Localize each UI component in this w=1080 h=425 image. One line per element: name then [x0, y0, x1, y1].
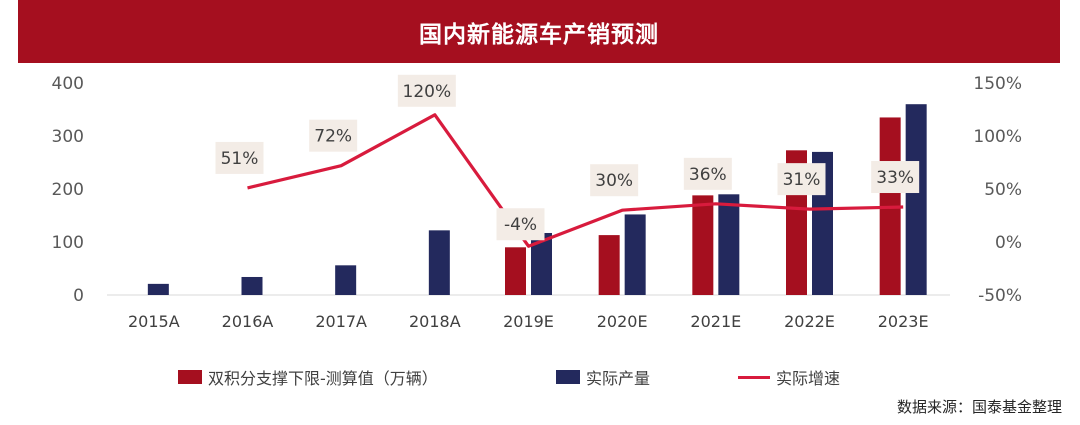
bar-production — [718, 194, 740, 295]
data-label-box — [871, 161, 920, 194]
title-bar: 国内新能源车产销预测 — [18, 0, 1060, 63]
x-axis-tick-label: 2016A — [222, 312, 274, 331]
data-label: -4% — [504, 215, 537, 235]
x-axis-tick-label: 2022E — [784, 312, 835, 331]
data-label: 33% — [876, 168, 914, 188]
data-label: 31% — [783, 170, 821, 190]
growth-line — [247, 113, 904, 248]
data-label-box — [777, 163, 826, 196]
bar-production — [428, 230, 450, 295]
right-axis-tick-label: 0% — [995, 233, 1022, 253]
bar-production — [335, 265, 357, 295]
data-label: 120% — [403, 82, 452, 102]
legend-item-production: 实际产量 — [556, 365, 650, 389]
legend-item-lower-limit: 双积分支撑下限-测算值（万辆） — [178, 365, 438, 389]
left-axis-tick-label: 300 — [52, 127, 84, 147]
right-axis-tick-label: 50% — [984, 180, 1022, 200]
left-axis-tick-label: 0 — [73, 286, 84, 306]
chart-title: 国内新能源车产销预测 — [419, 21, 659, 48]
legend-swatch-growth — [738, 375, 770, 379]
bar-production — [905, 104, 927, 295]
legend-label-production: 实际产量 — [586, 369, 651, 388]
bar-lower-limit — [505, 247, 526, 295]
legend-label-growth: 实际增速 — [776, 369, 841, 388]
right-axis-tick-label: -50% — [978, 286, 1022, 306]
legend-swatch-production — [556, 370, 580, 384]
x-axis-tick-label: 2015A — [128, 312, 180, 331]
data-label-box — [590, 164, 639, 197]
bar-lower-limit — [692, 195, 714, 295]
x-axis-tick-label: 2023E — [878, 312, 929, 331]
left-axis-tick-label: 200 — [52, 180, 84, 200]
legend-label-lower-limit: 双积分支撑下限-测算值（万辆） — [208, 369, 438, 388]
data-label-box — [683, 157, 732, 190]
chart: 0 100 200 300 400 -50% 0% 50% 100% 150% 2015A 2016A… — [52, 74, 1022, 331]
legend-swatch-lower-limit — [178, 370, 202, 384]
x-axis-tick-label: 2017A — [315, 312, 367, 331]
x-axis-tick-label: 2021E — [690, 312, 741, 331]
right-axis-tick-label: 100% — [973, 127, 1022, 147]
data-label-box — [397, 74, 456, 107]
bar-production — [531, 232, 552, 295]
source-note: 数据来源：国泰基金整理 — [896, 398, 1062, 416]
bar-lower-limit — [598, 235, 620, 295]
data-label: 72% — [314, 127, 352, 147]
x-axis-tick-label: 2018A — [409, 312, 461, 331]
left-axis-tick-label: 400 — [52, 74, 84, 94]
x-axis-tick-label: 2020E — [597, 312, 648, 331]
right-axis-tick-label: 150% — [973, 74, 1022, 94]
bar-production — [147, 283, 169, 295]
data-label: 36% — [689, 165, 727, 185]
left-axis-tick-label: 100 — [52, 233, 84, 253]
bar-production — [241, 276, 263, 295]
data-label: 30% — [595, 171, 633, 191]
data-label-box — [496, 208, 545, 241]
data-label-box — [215, 141, 264, 174]
bar-production — [624, 214, 646, 295]
data-label-box — [309, 119, 358, 152]
legend-item-growth: 实际增速 — [738, 365, 840, 389]
x-axis-tick-label: 2019E — [503, 312, 554, 331]
data-label: 51% — [221, 149, 259, 169]
